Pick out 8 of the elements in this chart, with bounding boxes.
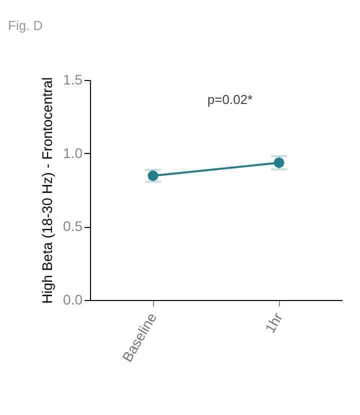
y-tick-label: 0.5 [63,218,83,234]
y-tick-label: 1.0 [63,144,83,161]
annotation: p=0.02* [207,92,253,107]
y-tick-label: 1.5 [63,72,83,88]
y-tick-label: 0.0 [63,292,83,308]
y-axis-title: High Beta (18-30 Hz) - Frontocentral [39,77,56,304]
chart-title: Fig. D [8,18,43,33]
x-tick-label: 1hr [262,310,286,336]
